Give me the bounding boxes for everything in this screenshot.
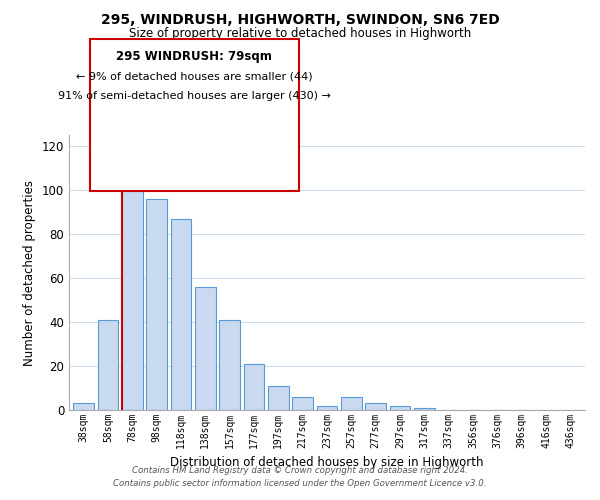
Bar <box>365 404 386 410</box>
Bar <box>73 404 94 410</box>
Bar <box>292 397 313 410</box>
Bar <box>244 364 265 410</box>
Text: 295 WINDRUSH: 79sqm: 295 WINDRUSH: 79sqm <box>116 50 272 62</box>
Bar <box>195 287 215 410</box>
Bar <box>170 218 191 410</box>
Bar <box>389 406 410 410</box>
Bar <box>317 406 337 410</box>
Y-axis label: Number of detached properties: Number of detached properties <box>23 180 36 366</box>
Bar <box>414 408 435 410</box>
Bar <box>122 190 143 410</box>
Bar <box>146 199 167 410</box>
Bar <box>98 320 118 410</box>
Text: Size of property relative to detached houses in Highworth: Size of property relative to detached ho… <box>129 28 471 40</box>
Bar <box>219 320 240 410</box>
Text: 295, WINDRUSH, HIGHWORTH, SWINDON, SN6 7ED: 295, WINDRUSH, HIGHWORTH, SWINDON, SN6 7… <box>101 12 499 26</box>
Text: Contains HM Land Registry data © Crown copyright and database right 2024.
Contai: Contains HM Land Registry data © Crown c… <box>113 466 487 487</box>
Text: 91% of semi-detached houses are larger (430) →: 91% of semi-detached houses are larger (… <box>58 91 331 101</box>
Bar <box>268 386 289 410</box>
Bar <box>341 397 362 410</box>
X-axis label: Distribution of detached houses by size in Highworth: Distribution of detached houses by size … <box>170 456 484 469</box>
Text: ← 9% of detached houses are smaller (44): ← 9% of detached houses are smaller (44) <box>76 71 313 81</box>
